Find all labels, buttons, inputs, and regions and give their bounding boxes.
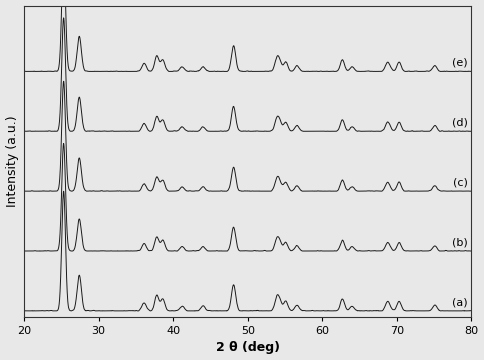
Text: (c): (c) bbox=[453, 177, 468, 188]
Text: (b): (b) bbox=[452, 237, 468, 247]
Y-axis label: Intensity (a.u.): Intensity (a.u.) bbox=[5, 116, 18, 207]
X-axis label: 2 θ (deg): 2 θ (deg) bbox=[216, 341, 280, 355]
Text: (d): (d) bbox=[452, 118, 468, 128]
Text: (a): (a) bbox=[452, 297, 468, 307]
Text: (e): (e) bbox=[452, 58, 468, 68]
